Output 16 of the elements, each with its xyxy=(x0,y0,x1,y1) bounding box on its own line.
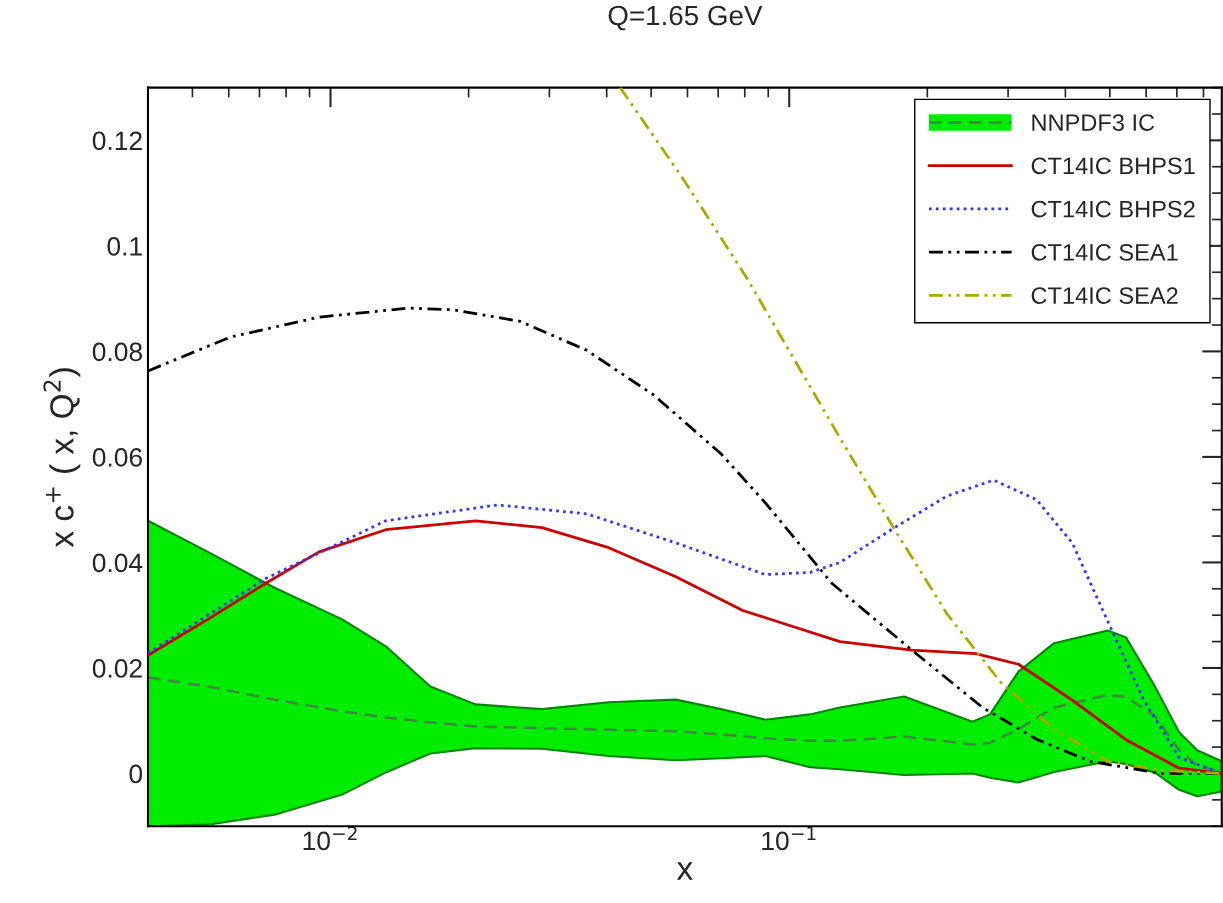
x-axis-title: x xyxy=(676,862,693,880)
y-tick-label: 0.04 xyxy=(92,553,143,573)
y-tick-label: 0.1 xyxy=(107,237,142,256)
legend-label: CT14IC SEA2 xyxy=(1031,287,1178,304)
y-axis-title: x c$^{+}$ ( x, Q$^{2}$) xyxy=(43,368,81,548)
x-tick-label: 10$^{−1}$ xyxy=(762,826,816,851)
y-tick-label: 0 xyxy=(129,764,143,784)
legend-label: CT14IC SEA1 xyxy=(1031,243,1178,261)
legend-label: CT14IC BHPS2 xyxy=(1031,200,1195,218)
y-tick-label: 0.08 xyxy=(92,342,142,362)
chart-title: Q=1.65 GeV xyxy=(608,5,763,31)
y-tick-label: 0.12 xyxy=(92,131,142,151)
y-tick-label: 0.06 xyxy=(92,448,142,467)
legend-label: NNPDF3 IC xyxy=(1032,114,1155,131)
y-tick-label: 0.02 xyxy=(92,659,142,678)
legend-label: CT14IC BHPS1 xyxy=(1031,157,1195,175)
